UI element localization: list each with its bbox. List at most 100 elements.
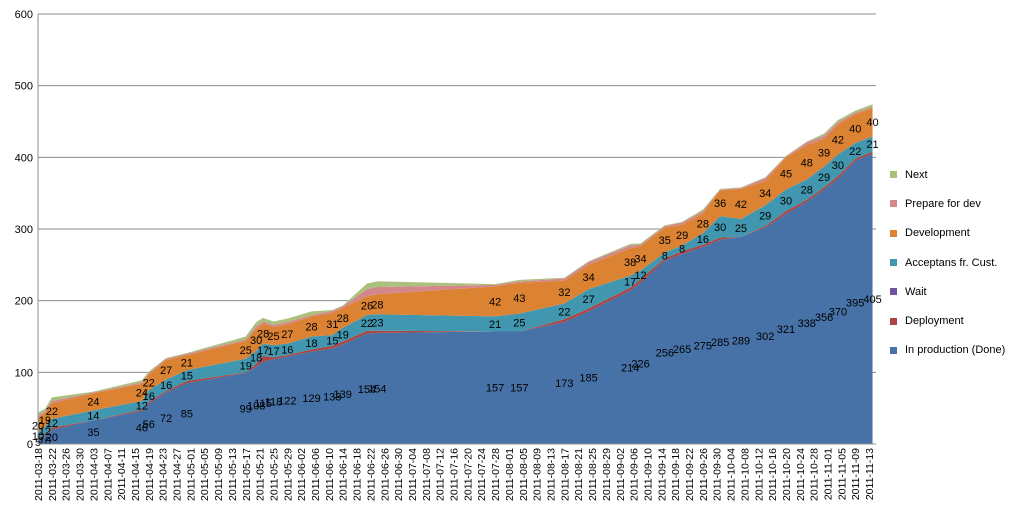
x-tick-label: 2011-03-18 bbox=[33, 448, 45, 501]
x-tick-label: 2011-11-05 bbox=[836, 448, 848, 500]
data-label: 16 bbox=[160, 380, 172, 392]
x-tick-label: 2011-06-06 bbox=[310, 448, 322, 501]
data-label: 19 bbox=[240, 361, 252, 373]
y-tick-label: 600 bbox=[15, 9, 33, 21]
data-label: 85 bbox=[181, 409, 193, 421]
x-tick-label: 2011-06-10 bbox=[324, 448, 336, 501]
x-tick-label: 2011-05-29 bbox=[282, 448, 294, 501]
data-label: 18 bbox=[305, 338, 317, 350]
data-label: 26 bbox=[361, 301, 373, 313]
series-areas bbox=[38, 104, 873, 444]
series-data-labels: 5102035465672859910811511812212913313915… bbox=[32, 117, 882, 449]
data-label: 356 bbox=[815, 312, 833, 324]
data-label: 14 bbox=[87, 410, 99, 422]
data-label: 42 bbox=[735, 199, 747, 211]
legend-swatch bbox=[890, 259, 897, 267]
x-tick-label: 2011-03-22 bbox=[47, 448, 59, 501]
legend-item: Development bbox=[890, 219, 1005, 248]
data-label: 214 bbox=[621, 362, 639, 374]
data-label: 28 bbox=[305, 321, 317, 333]
x-tick-label: 2011-09-30 bbox=[712, 448, 724, 501]
data-label: 42 bbox=[489, 296, 501, 308]
data-label: 28 bbox=[337, 313, 349, 325]
data-label: 35 bbox=[87, 427, 99, 439]
x-tick-label: 2011-11-01 bbox=[823, 448, 835, 500]
x-tick-label: 2011-04-11 bbox=[116, 448, 128, 500]
data-label: 122 bbox=[278, 395, 296, 407]
data-label: 28 bbox=[371, 299, 383, 311]
series-area-next bbox=[38, 104, 873, 417]
x-tick-label: 2011-11-09 bbox=[850, 448, 862, 500]
x-tick-label: 2011-09-10 bbox=[642, 448, 654, 501]
data-label: 22 bbox=[361, 318, 373, 330]
data-label: 24 bbox=[87, 397, 99, 409]
data-label: 22 bbox=[558, 306, 570, 318]
data-label: 56 bbox=[143, 419, 155, 431]
data-label: 129 bbox=[302, 393, 320, 405]
data-label: 21 bbox=[866, 139, 878, 151]
data-label: 43 bbox=[513, 293, 525, 305]
legend-label: Next bbox=[905, 168, 928, 181]
data-label: 226 bbox=[631, 358, 649, 370]
data-label: 34 bbox=[582, 272, 594, 284]
legend-label: Deployment bbox=[905, 315, 964, 328]
x-tick-label: 2011-05-13 bbox=[227, 448, 239, 501]
x-tick-label: 2011-07-28 bbox=[490, 448, 502, 501]
data-label: 256 bbox=[656, 347, 674, 359]
legend-item: In production (Done) bbox=[890, 336, 1005, 365]
data-label: 23 bbox=[371, 318, 383, 330]
x-tick-label: 2011-05-01 bbox=[185, 448, 197, 501]
x-tick-label: 2011-04-07 bbox=[102, 448, 114, 501]
x-tick-label: 2011-06-18 bbox=[352, 448, 364, 501]
data-label: 29 bbox=[676, 230, 688, 242]
x-tick-label: 2011-04-03 bbox=[88, 448, 100, 501]
x-tick-label: 2011-10-12 bbox=[753, 448, 765, 501]
y-tick-label: 200 bbox=[15, 296, 33, 308]
x-tick-label: 2011-09-26 bbox=[698, 448, 710, 501]
legend-item: Prepare for dev bbox=[890, 189, 1005, 218]
data-label: 108 bbox=[247, 400, 265, 412]
data-label: 17 bbox=[624, 277, 636, 289]
data-label: 40 bbox=[866, 117, 878, 129]
data-label: 48 bbox=[801, 157, 813, 169]
data-label: 22 bbox=[46, 406, 58, 418]
x-tick-label: 2011-08-01 bbox=[504, 448, 516, 501]
legend-swatch bbox=[890, 200, 897, 208]
data-label: 25 bbox=[267, 331, 279, 343]
legend-label: Wait bbox=[905, 285, 927, 298]
x-tick-label: 2011-04-23 bbox=[158, 448, 170, 501]
x-tick-label: 2011-07-04 bbox=[407, 448, 419, 501]
legend-label: Development bbox=[905, 227, 970, 240]
data-label: 275 bbox=[694, 340, 712, 352]
data-label: 15 bbox=[326, 335, 338, 347]
x-tick-label: 2011-08-13 bbox=[545, 448, 557, 501]
data-label: 22 bbox=[143, 377, 155, 389]
x-tick-label: 2011-10-16 bbox=[767, 448, 779, 501]
data-label: 15 bbox=[181, 371, 193, 383]
data-label: 157 bbox=[486, 383, 504, 395]
data-label: 42 bbox=[832, 134, 844, 146]
data-label: 30 bbox=[832, 160, 844, 172]
data-label: 28 bbox=[801, 185, 813, 197]
data-label: 139 bbox=[334, 389, 352, 401]
data-label: 16 bbox=[281, 344, 293, 356]
x-tick-label: 2011-09-18 bbox=[670, 448, 682, 501]
data-label: 133 bbox=[323, 391, 341, 403]
x-tick-label: 2011-06-30 bbox=[393, 448, 405, 501]
x-tick-label: 2011-08-17 bbox=[559, 448, 571, 501]
data-label: 27 bbox=[582, 294, 594, 306]
x-tick-label: 2011-04-19 bbox=[144, 448, 156, 501]
data-label: 21 bbox=[181, 358, 193, 370]
data-label: 321 bbox=[777, 324, 795, 336]
x-tick-label: 2011-05-25 bbox=[268, 448, 280, 501]
data-label: 28 bbox=[257, 329, 269, 341]
x-tick-label: 2011-10-08 bbox=[739, 448, 751, 501]
data-label: 38 bbox=[624, 257, 636, 269]
y-tick-label: 500 bbox=[15, 81, 33, 93]
x-tick-label: 2011-08-21 bbox=[573, 448, 585, 501]
data-label: 395 bbox=[846, 297, 864, 309]
data-label: 8 bbox=[662, 251, 668, 263]
data-label: 27 bbox=[160, 365, 172, 377]
